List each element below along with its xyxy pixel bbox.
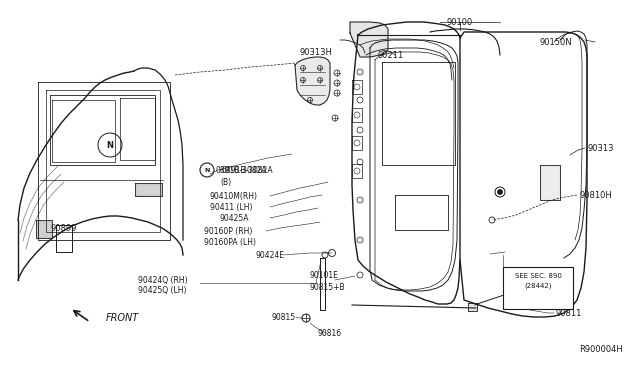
Text: 90150N: 90150N [540, 38, 573, 46]
Text: N: N [204, 167, 210, 173]
Text: R900004H: R900004H [579, 346, 623, 355]
Text: 90101E: 90101E [310, 272, 339, 280]
Text: 90811: 90811 [556, 308, 582, 317]
Text: N: N [106, 141, 113, 150]
Text: 90410M(RH): 90410M(RH) [210, 192, 258, 201]
Text: (B): (B) [220, 177, 231, 186]
Polygon shape [350, 22, 388, 57]
Text: 90815+B: 90815+B [310, 283, 346, 292]
Polygon shape [295, 57, 330, 105]
Text: 90160P (RH): 90160P (RH) [204, 227, 252, 235]
Text: FRONT: FRONT [106, 313, 140, 323]
Text: 0891B-3082A: 0891B-3082A [215, 166, 267, 174]
Text: 90425Q (LH): 90425Q (LH) [138, 286, 186, 295]
Polygon shape [136, 184, 161, 195]
Text: 90899: 90899 [50, 224, 76, 232]
Polygon shape [468, 303, 477, 311]
Text: (28442): (28442) [524, 283, 552, 289]
Text: 90100: 90100 [447, 17, 473, 26]
Text: 90160PA (LH): 90160PA (LH) [204, 237, 256, 247]
Text: SEE SEC. 890: SEE SEC. 890 [515, 273, 561, 279]
Polygon shape [37, 221, 51, 237]
Text: 90425A: 90425A [220, 214, 250, 222]
Text: 90816: 90816 [318, 330, 342, 339]
Text: 90211: 90211 [378, 51, 404, 60]
Text: 90815: 90815 [272, 312, 296, 321]
Polygon shape [526, 286, 538, 296]
Text: 90313: 90313 [588, 144, 614, 153]
Circle shape [497, 189, 502, 195]
Bar [503, 267, 573, 309]
Text: 90810H: 90810H [580, 190, 612, 199]
Polygon shape [510, 287, 526, 300]
Text: 90424Q (RH): 90424Q (RH) [138, 276, 188, 285]
Text: 90411 (LH): 90411 (LH) [210, 202, 253, 212]
Text: 90313H: 90313H [300, 48, 333, 57]
Polygon shape [541, 166, 559, 199]
Text: 90424E: 90424E [256, 250, 285, 260]
Text: 0891B-3082A: 0891B-3082A [222, 166, 274, 174]
